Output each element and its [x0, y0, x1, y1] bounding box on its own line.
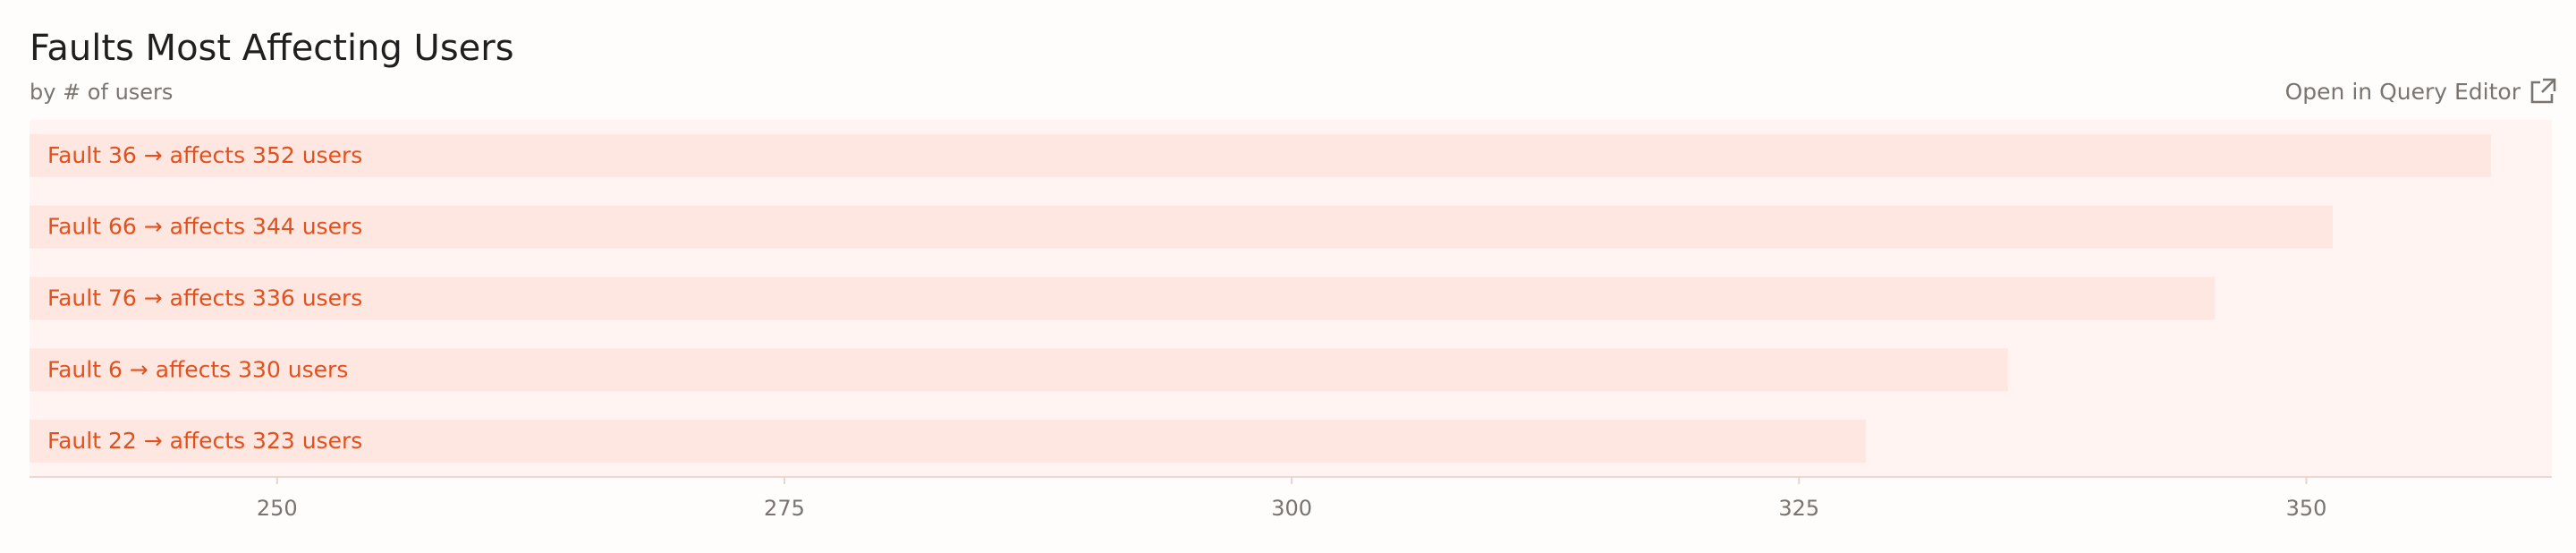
bar-label: Fault 66 → affects 344 users [47, 214, 362, 240]
x-tick-label: 275 [764, 496, 805, 521]
chart-title: Faults Most Affecting Users [30, 28, 514, 69]
x-tick-label: 300 [1271, 496, 1312, 521]
open-link[interactable]: Open in Query Editor [2285, 78, 2556, 105]
bar [30, 205, 2333, 249]
bar [30, 420, 1867, 464]
x-tick-label: 350 [2286, 496, 2327, 521]
x-tick-label: 325 [1778, 496, 1819, 521]
bar [30, 276, 2216, 320]
bar-label: Fault 36 → affects 352 users [47, 142, 362, 168]
bar-label: Fault 22 → affects 323 users [47, 428, 362, 454]
chart-subtitle: by # of users [30, 80, 173, 105]
bar-label: Fault 76 → affects 336 users [47, 285, 362, 311]
external-icon[interactable] [2530, 78, 2556, 104]
open-link-text[interactable]: Open in Query Editor [2285, 79, 2521, 105]
bar [30, 133, 2491, 177]
x-tick-label: 250 [257, 496, 298, 521]
bar [30, 348, 2008, 392]
bar-label: Fault 6 → affects 330 users [47, 356, 348, 382]
